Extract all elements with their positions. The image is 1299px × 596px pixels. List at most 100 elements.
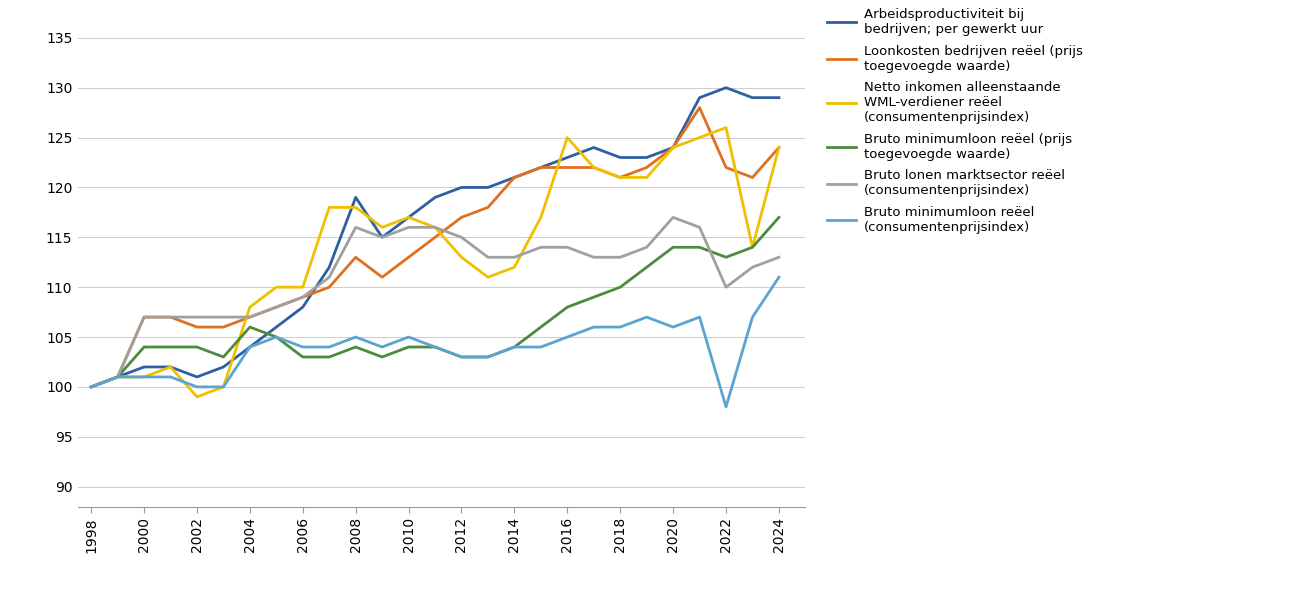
Bruto minimumloon reëel
(consumentenprijsindex) bbox=[321, 343, 336, 350]
Bruto minimumloon reëel (prijs
toegevoegde waarde) bbox=[586, 294, 601, 301]
Loonkosten bedrijven reëel (prijs
toegevoegde waarde) bbox=[242, 313, 257, 321]
Arbeidsproductiviteit bij
bedrijven; per gewerkt uur bbox=[453, 184, 469, 191]
Bruto lonen marktsector reëel
(consumentenprijsindex) bbox=[639, 244, 655, 251]
Netto inkomen alleenstaande
WML-verdiener reëel
(consumentenprijsindex) bbox=[718, 124, 734, 131]
Arbeidsproductiviteit bij
bedrijven; per gewerkt uur bbox=[772, 94, 787, 101]
Netto inkomen alleenstaande
WML-verdiener reëel
(consumentenprijsindex) bbox=[427, 224, 443, 231]
Bruto lonen marktsector reëel
(consumentenprijsindex) bbox=[374, 234, 390, 241]
Loonkosten bedrijven reëel (prijs
toegevoegde waarde) bbox=[692, 104, 708, 111]
Loonkosten bedrijven reëel (prijs
toegevoegde waarde) bbox=[639, 164, 655, 171]
Bruto minimumloon reëel (prijs
toegevoegde waarde) bbox=[269, 334, 284, 341]
Loonkosten bedrijven reëel (prijs
toegevoegde waarde) bbox=[321, 284, 336, 291]
Loonkosten bedrijven reëel (prijs
toegevoegde waarde) bbox=[401, 254, 417, 261]
Loonkosten bedrijven reëel (prijs
toegevoegde waarde) bbox=[374, 274, 390, 281]
Loonkosten bedrijven reëel (prijs
toegevoegde waarde) bbox=[507, 174, 522, 181]
Netto inkomen alleenstaande
WML-verdiener reëel
(consumentenprijsindex) bbox=[83, 383, 99, 390]
Arbeidsproductiviteit bij
bedrijven; per gewerkt uur bbox=[427, 194, 443, 201]
Arbeidsproductiviteit bij
bedrijven; per gewerkt uur bbox=[560, 154, 575, 161]
Loonkosten bedrijven reëel (prijs
toegevoegde waarde) bbox=[216, 324, 231, 331]
Netto inkomen alleenstaande
WML-verdiener reëel
(consumentenprijsindex) bbox=[481, 274, 496, 281]
Netto inkomen alleenstaande
WML-verdiener reëel
(consumentenprijsindex) bbox=[295, 284, 310, 291]
Netto inkomen alleenstaande
WML-verdiener reëel
(consumentenprijsindex) bbox=[665, 144, 681, 151]
Bruto minimumloon reëel
(consumentenprijsindex) bbox=[612, 324, 627, 331]
Arbeidsproductiviteit bij
bedrijven; per gewerkt uur bbox=[533, 164, 548, 171]
Bruto minimumloon reëel (prijs
toegevoegde waarde) bbox=[216, 353, 231, 361]
Netto inkomen alleenstaande
WML-verdiener reëel
(consumentenprijsindex) bbox=[692, 134, 708, 141]
Bruto minimumloon reëel
(consumentenprijsindex) bbox=[110, 373, 126, 380]
Netto inkomen alleenstaande
WML-verdiener reëel
(consumentenprijsindex) bbox=[639, 174, 655, 181]
Bruto minimumloon reëel (prijs
toegevoegde waarde) bbox=[321, 353, 336, 361]
Bruto lonen marktsector reëel
(consumentenprijsindex) bbox=[190, 313, 205, 321]
Bruto minimumloon reëel
(consumentenprijsindex) bbox=[401, 334, 417, 341]
Bruto minimumloon reëel
(consumentenprijsindex) bbox=[507, 343, 522, 350]
Netto inkomen alleenstaande
WML-verdiener reëel
(consumentenprijsindex) bbox=[772, 144, 787, 151]
Line: Arbeidsproductiviteit bij
bedrijven; per gewerkt uur: Arbeidsproductiviteit bij bedrijven; per… bbox=[91, 88, 779, 387]
Bruto minimumloon reëel
(consumentenprijsindex) bbox=[718, 403, 734, 411]
Bruto minimumloon reëel
(consumentenprijsindex) bbox=[348, 334, 364, 341]
Netto inkomen alleenstaande
WML-verdiener reëel
(consumentenprijsindex) bbox=[321, 204, 336, 211]
Bruto minimumloon reëel
(consumentenprijsindex) bbox=[427, 343, 443, 350]
Bruto minimumloon reëel (prijs
toegevoegde waarde) bbox=[718, 254, 734, 261]
Bruto minimumloon reëel
(consumentenprijsindex) bbox=[374, 343, 390, 350]
Bruto lonen marktsector reëel
(consumentenprijsindex) bbox=[401, 224, 417, 231]
Bruto minimumloon reëel (prijs
toegevoegde waarde) bbox=[612, 284, 627, 291]
Bruto lonen marktsector reëel
(consumentenprijsindex) bbox=[692, 224, 708, 231]
Loonkosten bedrijven reëel (prijs
toegevoegde waarde) bbox=[427, 234, 443, 241]
Bruto minimumloon reëel
(consumentenprijsindex) bbox=[162, 373, 178, 380]
Netto inkomen alleenstaande
WML-verdiener reëel
(consumentenprijsindex) bbox=[190, 393, 205, 401]
Bruto lonen marktsector reëel
(consumentenprijsindex) bbox=[772, 254, 787, 261]
Bruto lonen marktsector reëel
(consumentenprijsindex) bbox=[453, 234, 469, 241]
Bruto minimumloon reëel
(consumentenprijsindex) bbox=[295, 343, 310, 350]
Bruto minimumloon reëel (prijs
toegevoegde waarde) bbox=[639, 263, 655, 271]
Loonkosten bedrijven reëel (prijs
toegevoegde waarde) bbox=[560, 164, 575, 171]
Bruto minimumloon reëel (prijs
toegevoegde waarde) bbox=[533, 324, 548, 331]
Bruto minimumloon reëel (prijs
toegevoegde waarde) bbox=[110, 373, 126, 380]
Bruto lonen marktsector reëel
(consumentenprijsindex) bbox=[507, 254, 522, 261]
Bruto minimumloon reëel
(consumentenprijsindex) bbox=[639, 313, 655, 321]
Line: Bruto lonen marktsector reëel
(consumentenprijsindex): Bruto lonen marktsector reëel (consument… bbox=[91, 218, 779, 387]
Bruto lonen marktsector reëel
(consumentenprijsindex) bbox=[612, 254, 627, 261]
Bruto lonen marktsector reëel
(consumentenprijsindex) bbox=[269, 303, 284, 311]
Bruto minimumloon reëel (prijs
toegevoegde waarde) bbox=[772, 214, 787, 221]
Arbeidsproductiviteit bij
bedrijven; per gewerkt uur bbox=[481, 184, 496, 191]
Arbeidsproductiviteit bij
bedrijven; per gewerkt uur bbox=[507, 174, 522, 181]
Bruto lonen marktsector reëel
(consumentenprijsindex) bbox=[162, 313, 178, 321]
Arbeidsproductiviteit bij
bedrijven; per gewerkt uur bbox=[321, 263, 336, 271]
Netto inkomen alleenstaande
WML-verdiener reëel
(consumentenprijsindex) bbox=[586, 164, 601, 171]
Loonkosten bedrijven reëel (prijs
toegevoegde waarde) bbox=[136, 313, 152, 321]
Bruto minimumloon reëel
(consumentenprijsindex) bbox=[216, 383, 231, 390]
Arbeidsproductiviteit bij
bedrijven; per gewerkt uur bbox=[374, 234, 390, 241]
Loonkosten bedrijven reëel (prijs
toegevoegde waarde) bbox=[269, 303, 284, 311]
Loonkosten bedrijven reëel (prijs
toegevoegde waarde) bbox=[295, 294, 310, 301]
Bruto lonen marktsector reëel
(consumentenprijsindex) bbox=[295, 294, 310, 301]
Netto inkomen alleenstaande
WML-verdiener reëel
(consumentenprijsindex) bbox=[507, 263, 522, 271]
Bruto lonen marktsector reëel
(consumentenprijsindex) bbox=[321, 274, 336, 281]
Bruto minimumloon reëel
(consumentenprijsindex) bbox=[242, 343, 257, 350]
Netto inkomen alleenstaande
WML-verdiener reëel
(consumentenprijsindex) bbox=[216, 383, 231, 390]
Bruto minimumloon reëel (prijs
toegevoegde waarde) bbox=[190, 343, 205, 350]
Line: Bruto minimumloon reëel
(consumentenprijsindex): Bruto minimumloon reëel (consumentenprij… bbox=[91, 277, 779, 407]
Bruto minimumloon reëel (prijs
toegevoegde waarde) bbox=[401, 343, 417, 350]
Netto inkomen alleenstaande
WML-verdiener reëel
(consumentenprijsindex) bbox=[242, 303, 257, 311]
Bruto lonen marktsector reëel
(consumentenprijsindex) bbox=[216, 313, 231, 321]
Arbeidsproductiviteit bij
bedrijven; per gewerkt uur bbox=[639, 154, 655, 161]
Arbeidsproductiviteit bij
bedrijven; per gewerkt uur bbox=[269, 324, 284, 331]
Netto inkomen alleenstaande
WML-verdiener reëel
(consumentenprijsindex) bbox=[348, 204, 364, 211]
Netto inkomen alleenstaande
WML-verdiener reëel
(consumentenprijsindex) bbox=[269, 284, 284, 291]
Bruto minimumloon reëel
(consumentenprijsindex) bbox=[481, 353, 496, 361]
Bruto minimumloon reëel (prijs
toegevoegde waarde) bbox=[665, 244, 681, 251]
Arbeidsproductiviteit bij
bedrijven; per gewerkt uur bbox=[295, 303, 310, 311]
Loonkosten bedrijven reëel (prijs
toegevoegde waarde) bbox=[772, 144, 787, 151]
Bruto lonen marktsector reëel
(consumentenprijsindex) bbox=[110, 373, 126, 380]
Loonkosten bedrijven reëel (prijs
toegevoegde waarde) bbox=[533, 164, 548, 171]
Arbeidsproductiviteit bij
bedrijven; per gewerkt uur bbox=[401, 214, 417, 221]
Bruto minimumloon reëel (prijs
toegevoegde waarde) bbox=[348, 343, 364, 350]
Bruto minimumloon reëel
(consumentenprijsindex) bbox=[136, 373, 152, 380]
Arbeidsproductiviteit bij
bedrijven; per gewerkt uur bbox=[83, 383, 99, 390]
Netto inkomen alleenstaande
WML-verdiener reëel
(consumentenprijsindex) bbox=[533, 214, 548, 221]
Bruto lonen marktsector reëel
(consumentenprijsindex) bbox=[83, 383, 99, 390]
Line: Loonkosten bedrijven reëel (prijs
toegevoegde waarde): Loonkosten bedrijven reëel (prijs toegev… bbox=[91, 108, 779, 387]
Netto inkomen alleenstaande
WML-verdiener reëel
(consumentenprijsindex) bbox=[401, 214, 417, 221]
Netto inkomen alleenstaande
WML-verdiener reëel
(consumentenprijsindex) bbox=[612, 174, 627, 181]
Arbeidsproductiviteit bij
bedrijven; per gewerkt uur bbox=[744, 94, 760, 101]
